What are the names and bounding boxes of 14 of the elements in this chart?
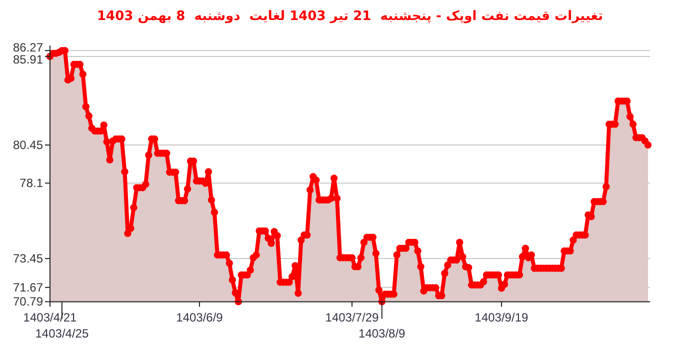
x-tick-label: 1403/9/19: [474, 310, 529, 325]
x-tick-label: 1403/4/25: [35, 326, 89, 341]
x-tick-label: 1403/7/29: [325, 310, 380, 325]
x-tick-label: 1403/8/9: [358, 326, 406, 341]
y-tick-label: 70.79: [12, 294, 44, 309]
y-tick-label: 71.67: [12, 280, 44, 294]
y-tick-label: 86.27: [12, 40, 44, 55]
chart-title: تغییرات قیمت نفت اوپک - پنجشنبه 21 تیر 1403 لغایت دوشنبه 8 بهمن 1403: [96, 9, 604, 24]
y-tick-label: 78.1: [20, 176, 44, 190]
x-tick-label: 1403/4/21: [23, 310, 78, 325]
x-tick-label: 1403/6/9: [176, 310, 224, 325]
y-tick-label: 73.45: [12, 252, 44, 266]
y-tick-label: 80.45: [12, 138, 44, 152]
y-tick-label: 85.91: [12, 52, 44, 67]
